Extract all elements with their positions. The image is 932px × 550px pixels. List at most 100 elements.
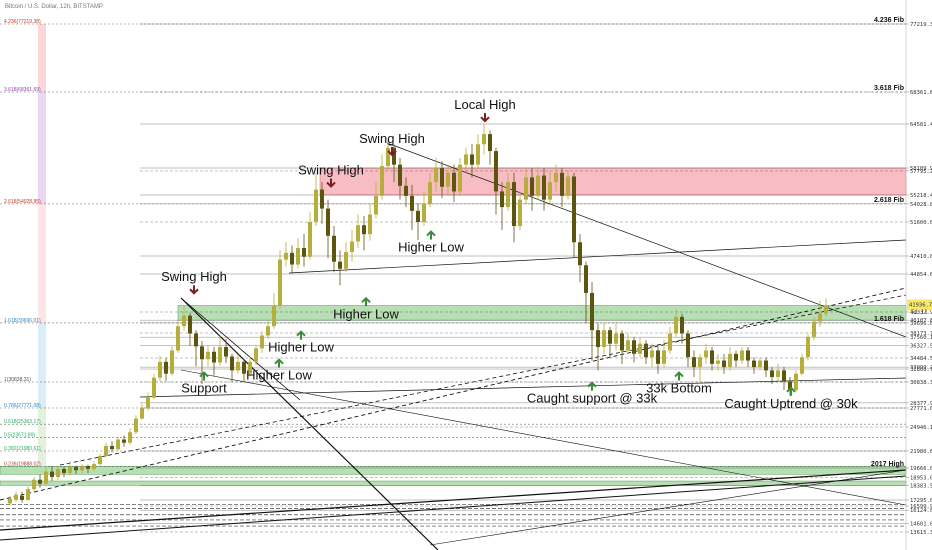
fib-label-right: 2017 High <box>871 461 904 468</box>
candle-body <box>302 247 306 257</box>
price-axis-label: 13615.35 <box>910 530 932 536</box>
price-axis-label: 30838.31 <box>910 380 932 386</box>
price-axis-label: 16124.00 <box>910 508 932 514</box>
candle-body <box>158 361 162 378</box>
fib-label-left: 4.236(77219.38) <box>4 19 41 25</box>
candle-body <box>32 479 36 490</box>
candle-body <box>152 377 156 398</box>
candle-body <box>794 373 798 390</box>
horizontal-levels <box>0 23 906 533</box>
candle-body <box>812 321 816 337</box>
price-axis-label: 33099.24 <box>910 365 932 371</box>
candle-body <box>230 356 234 371</box>
candle-body <box>410 195 414 211</box>
candle-body <box>734 353 738 361</box>
candle-body <box>494 151 498 192</box>
candle-body <box>380 166 384 196</box>
candle-body <box>170 350 174 374</box>
trendline <box>180 297 301 401</box>
price-axis-label: 44854.63 <box>910 272 932 278</box>
candle-body <box>764 360 768 371</box>
annotation-arrow <box>426 230 436 237</box>
candle-body <box>752 360 756 368</box>
price-axis-label: 54028.85 <box>910 202 932 208</box>
candle-body <box>662 350 666 364</box>
candle-body <box>80 466 84 471</box>
candle-body <box>446 172 450 187</box>
trendline <box>0 287 907 501</box>
candle-body <box>536 175 540 196</box>
annotation-arrow <box>326 181 336 188</box>
price-axis-label: 28377.94 <box>910 401 932 407</box>
support-zone <box>0 466 907 475</box>
annotation-arrow <box>786 386 796 393</box>
fib-label-right: 3.618 Fib <box>874 85 904 92</box>
candle-body <box>746 350 750 361</box>
annotation-label: Caught Uptrend @ 30k <box>724 396 858 411</box>
price-axis-label: 16599.99 <box>910 504 932 510</box>
candle-body <box>626 340 630 351</box>
candle-body <box>116 439 120 450</box>
candle-body <box>56 468 60 477</box>
candle-body <box>68 467 72 473</box>
price-axis-label: 51600.00 <box>910 220 932 226</box>
candle-body <box>818 313 822 322</box>
candle-body <box>470 154 474 165</box>
candle-body <box>356 225 360 242</box>
price-axis-label: 34484.50 <box>910 356 932 362</box>
fib-label-left: 1(30838.31) <box>4 377 31 383</box>
annotation-arrow <box>296 330 306 337</box>
candle-body <box>704 350 708 358</box>
candle-body <box>182 315 186 327</box>
candle-body <box>788 381 792 390</box>
candle-body <box>8 498 12 504</box>
candle-body <box>422 203 426 222</box>
candle-body <box>758 360 762 368</box>
price-axis-label: 57795.20 <box>910 169 932 175</box>
candle-body <box>284 252 288 260</box>
candle-body <box>548 182 552 200</box>
annotation-label: Higher Low <box>333 306 399 321</box>
fib-label-right: 4.236 Fib <box>874 17 904 24</box>
support-zone <box>0 480 907 486</box>
annotation-label: Swing High <box>298 162 364 177</box>
candle-body <box>398 164 402 186</box>
candle-body <box>254 348 258 362</box>
level-labels: 4.236 Fib 3.618 Fib 2.618 Fib 1.618 Fib 2017… <box>4 17 904 468</box>
fib-label-left: 0.5(23671.89) <box>4 432 35 438</box>
candle-body <box>206 351 210 360</box>
candle-body <box>506 182 510 208</box>
candle-body <box>218 347 222 363</box>
price-axis-label: 58109.96 <box>910 166 932 172</box>
candle-body <box>44 471 48 484</box>
candle-body <box>698 357 702 368</box>
candle-body <box>128 432 132 443</box>
candle-body <box>638 343 642 354</box>
candle-body <box>200 346 204 360</box>
candle-body <box>104 445 108 456</box>
candle-body <box>362 225 366 235</box>
price-axis-label: 38173.73 <box>910 331 932 337</box>
candle-body <box>212 351 216 363</box>
price-axis-label: 64581.41 <box>910 122 932 128</box>
price-axis[interactable]: 77219.38 68361.69 64581.41 58109.9657795.20… <box>906 22 932 536</box>
candle-body <box>458 164 462 192</box>
candle-body <box>320 189 324 209</box>
trendline <box>386 142 907 338</box>
candle-body <box>50 471 54 477</box>
trendline <box>180 369 907 506</box>
candle-body <box>74 467 78 471</box>
candle-body <box>584 265 588 293</box>
candle-body <box>140 407 144 419</box>
candle-body <box>740 350 744 361</box>
fib-label-left: 0.618(25363.17) <box>4 419 41 425</box>
candle-body <box>338 261 342 269</box>
candle-body <box>98 455 102 465</box>
annotation-label: Support <box>181 381 227 396</box>
candle-body <box>632 340 636 354</box>
candle-body <box>164 361 168 374</box>
candle-body <box>776 370 780 377</box>
current-price-value: 41936.71 <box>909 303 932 309</box>
candle-body <box>692 357 696 368</box>
fib-label-left: 2.618(54028.85) <box>4 199 41 205</box>
